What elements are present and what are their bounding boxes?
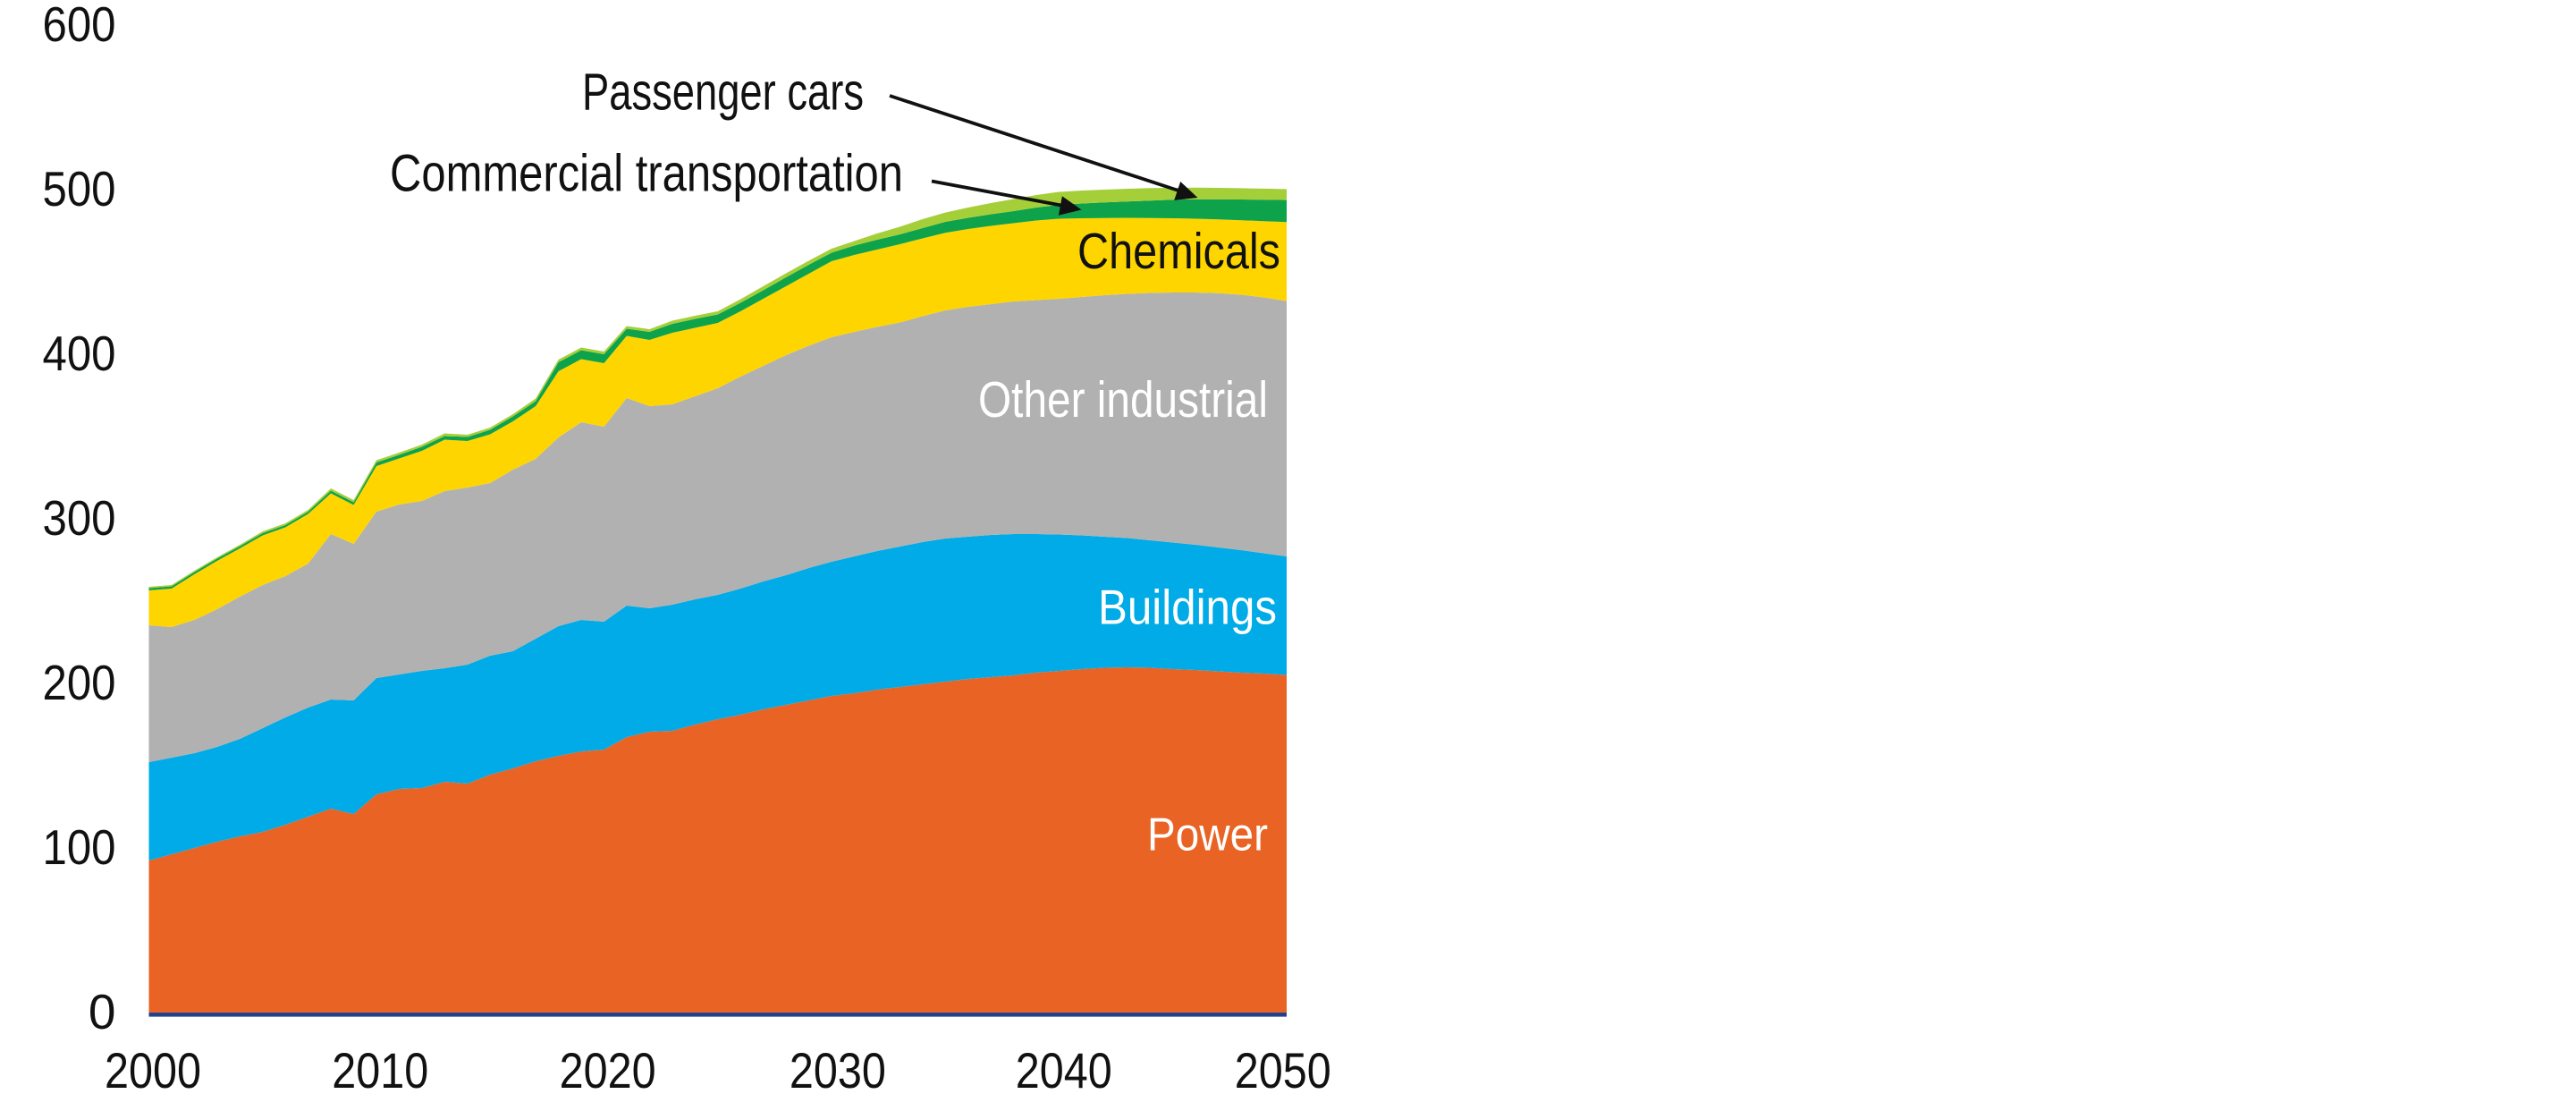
svg-text:Chemicals: Chemicals [1077,223,1280,280]
svg-text:2050: 2050 [1235,1042,1331,1090]
svg-text:Power: Power [1147,810,1268,861]
svg-text:500: 500 [43,161,116,216]
svg-text:Buildings: Buildings [1098,580,1277,635]
svg-text:100: 100 [43,819,116,875]
svg-text:2000: 2000 [105,1042,201,1090]
svg-text:600: 600 [43,0,116,52]
svg-text:400: 400 [43,326,116,381]
svg-text:2040: 2040 [1016,1042,1112,1090]
svg-text:200: 200 [43,655,116,710]
svg-text:0: 0 [89,984,116,1039]
svg-text:300: 300 [43,490,116,546]
svg-text:2020: 2020 [560,1042,656,1090]
svg-text:2030: 2030 [790,1042,886,1090]
svg-text:2010: 2010 [332,1042,428,1090]
svg-text:Passenger cars: Passenger cars [582,64,864,122]
svg-text:Other industrial: Other industrial [978,371,1268,428]
svg-text:Commercial transportation: Commercial transportation [390,145,903,203]
